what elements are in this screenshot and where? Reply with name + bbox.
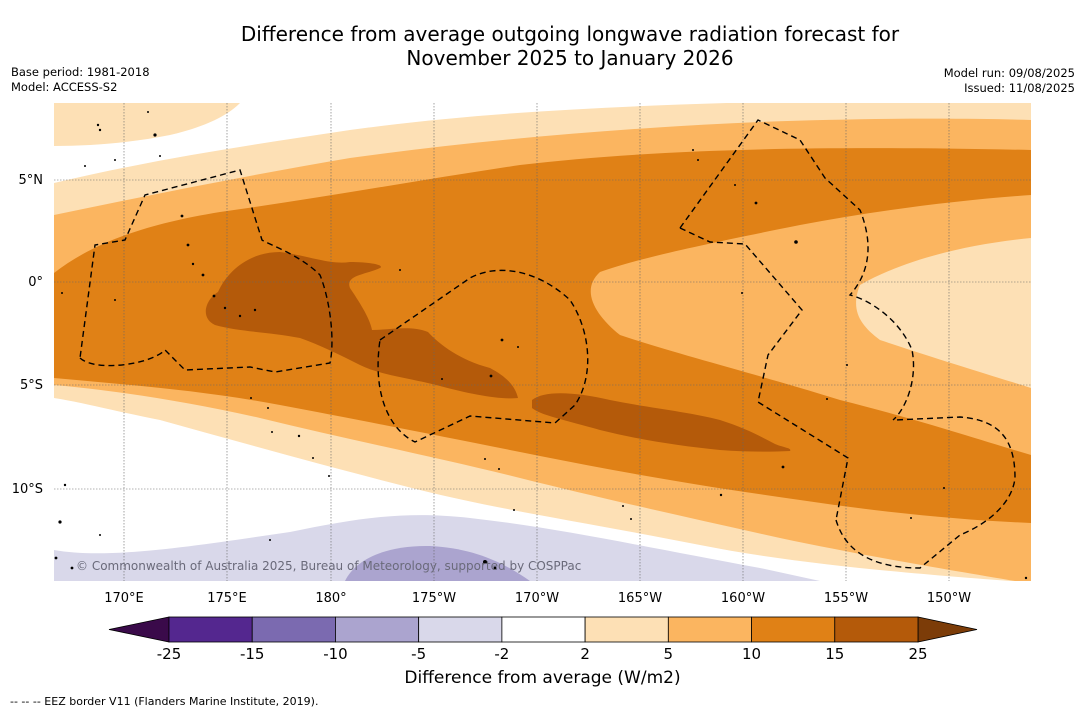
purple-mid-region [345,545,530,581]
lat-label-0: 0° [28,275,43,290]
lat-label-5s: 5°S [20,378,43,393]
lon-label-150w: 150°W [927,591,971,606]
colorbar-tick-label: -10 [323,645,348,663]
copyright-notice: © Commonwealth of Australia 2025, Bureau… [76,559,581,573]
eez-borders [79,119,1016,569]
eez-line-islands-mid [679,227,849,521]
title-line-2: November 2025 to January 2026 [406,46,734,70]
lon-label-180: 180° [315,591,346,606]
lat-label-5n: 5°N [19,173,44,188]
graticule [54,103,1031,581]
eez-legend-note: -- -- -- EEZ border V11 (Flanders Marine… [10,695,319,708]
lon-label-170e: 170°E [104,591,144,606]
colorbar-tick-label: 2 [580,645,590,663]
eez-line-islands-south [835,416,1016,569]
colorbar: -25 -15 -10 -5 -2 2 5 10 15 25 [108,616,978,663]
meta-left: Base period: 1981-2018 Model: ACCESS-S2 [11,65,150,95]
colorbar-tick-label: 25 [908,645,927,663]
colorbar-title: Difference from average (W/m2) [404,668,681,688]
title-line-1: Difference from average outgoing longwav… [240,22,900,46]
lon-label-175w: 175°W [412,591,456,606]
issued-text: Issued: 11/08/2025 [964,81,1075,95]
colorbar-segment [418,616,503,643]
map-panel: © Commonwealth of Australia 2025, Bureau… [54,103,1031,581]
orange-core-east [532,393,791,452]
eez-line-islands-north [679,119,915,421]
lon-label-160w: 160°W [721,591,765,606]
lon-label-175e: 175°E [207,591,247,606]
lat-label-10s: 10°S [12,482,43,497]
colorbar-tick-label: -2 [494,645,509,663]
colorbar-segment [667,616,752,643]
islands [54,111,1028,580]
colorbar-tick-label: -5 [411,645,426,663]
map-title: Difference from average outgoing longwav… [0,22,1085,70]
colorbar-tick-label: -25 [157,645,182,663]
colorbar-extend-low [108,616,170,643]
orange-light-patch-nw [54,103,240,146]
colorbar-tick-label: 5 [664,645,674,663]
colorbar-segment [501,616,586,643]
model-run-text: Model run: 09/08/2025 [943,66,1075,80]
base-period-text: Base period: 1981-2018 [11,65,150,79]
orange-dark-band [54,148,1031,523]
colorbar-segment [834,616,919,643]
orange-core-west [205,252,518,399]
longitude-labels: 170°E 175°E 180° 175°W 170°W 165°W 160°W… [104,591,971,606]
meta-right: Model run: 09/08/2025 Issued: 11/08/2025 [944,66,1075,96]
lon-label-170w: 170°W [515,591,559,606]
colorbar-tick-label: 15 [825,645,844,663]
colorbar-segment [584,616,669,643]
colorbar-segment [168,616,253,643]
colorbar-segment [335,616,420,643]
lon-label-165w: 165°W [618,591,662,606]
colorbar-tick-label: 10 [742,645,761,663]
orange-light-wedge-east [856,238,1031,388]
colorbar-segment [251,616,336,643]
latitude-labels: 5°N 0° 5°S 10°S [12,173,43,497]
lon-label-155w: 155°W [824,591,868,606]
colorbar-extend-high [917,616,978,643]
colorbar-segment [751,616,836,643]
model-text: Model: ACCESS-S2 [11,80,118,94]
colorbar-tick-label: -15 [240,645,265,663]
